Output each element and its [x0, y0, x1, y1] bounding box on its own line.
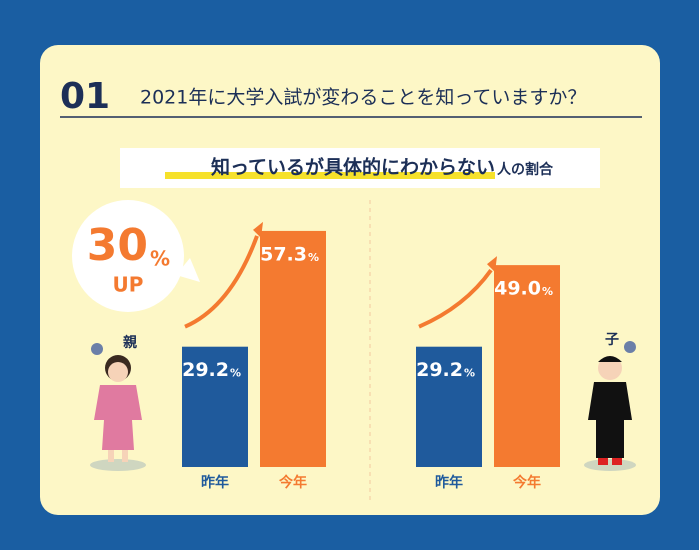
callout-label: UP	[113, 273, 144, 297]
question-title: 2021年に大学入試が変わることを知っていますか？	[140, 87, 586, 109]
value-unit: %	[542, 285, 553, 298]
section-number: 01	[60, 76, 110, 117]
value-label: 57.3	[260, 243, 307, 265]
person-label: 子	[605, 332, 619, 348]
category-label: 昨年	[435, 474, 463, 491]
value-unit: %	[230, 367, 241, 380]
value-unit: %	[308, 251, 319, 264]
value-label: 49.0	[494, 278, 541, 300]
value-label: 29.2	[416, 359, 463, 381]
category-label: 昨年	[201, 474, 229, 491]
value-label: 29.2	[182, 359, 229, 381]
subtitle-main: 知っているが具体的にわからない	[211, 156, 495, 179]
page: {"header": {"number": "01", "title": "20…	[0, 0, 699, 546]
category-label: 今年	[512, 474, 541, 491]
value-unit: %	[464, 367, 475, 380]
category-label: 今年	[278, 474, 307, 491]
callout-unit: %	[150, 247, 170, 271]
bar	[260, 231, 326, 467]
person-label: 親	[123, 334, 137, 351]
subtitle-suffix: 人の割合	[497, 161, 554, 178]
infographic: 01 2021年に大学入試が変わることを知っていますか？ 知っているが具体的にわ…	[0, 0, 699, 546]
callout-value: 30	[87, 220, 148, 271]
